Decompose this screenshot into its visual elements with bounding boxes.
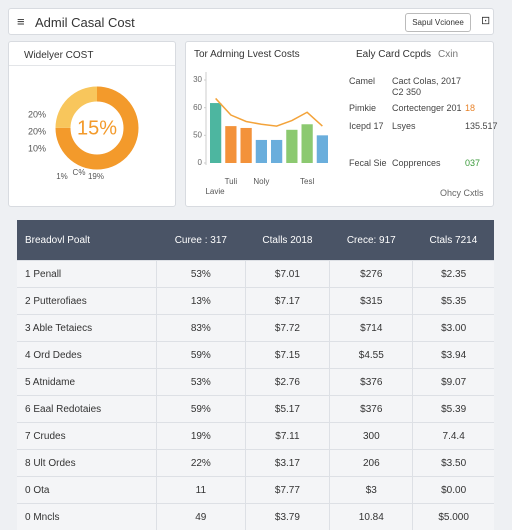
header-cell: Crece: 917 — [330, 220, 413, 261]
table-cell: $4.55 — [330, 342, 413, 369]
table-cell: 53% — [157, 369, 245, 396]
table-cell: 53% — [157, 261, 245, 288]
x-tick-label: Tuli — [225, 177, 238, 186]
header-cell: Breadovl Poalt — [17, 220, 157, 261]
bar — [225, 126, 236, 163]
x-tick-label: Noly — [253, 177, 269, 186]
table-cell: 11 — [157, 477, 245, 504]
table-cell: $0.00 — [413, 477, 494, 504]
table-cell: 7.4.4 — [413, 423, 494, 450]
header-cell: Curee : 317 — [157, 220, 245, 261]
table-cell: 83% — [157, 315, 245, 342]
table-cell: $9.07 — [413, 369, 494, 396]
table-cell: 22% — [157, 450, 245, 477]
y-tick-label: 60 — [193, 103, 202, 112]
table-cell: 13% — [157, 288, 245, 315]
table-cell: $3.94 — [413, 342, 494, 369]
table-cell: 206 — [330, 450, 413, 477]
table-cell: $276 — [330, 261, 413, 288]
table-cell: $315 — [330, 288, 413, 315]
table-cell: $5.39 — [413, 396, 494, 423]
table-cell: $7.77 — [245, 477, 330, 504]
header-cell: Ctalls 2018 — [245, 220, 330, 261]
table-cell: 8 Ult Ordes — [17, 450, 157, 477]
table-cell: 49 — [157, 504, 245, 530]
table-cell: $376 — [330, 396, 413, 423]
donut-label: C% — [73, 168, 86, 177]
header-cell: Ctals 7214 — [413, 220, 494, 261]
table-cell: $7.15 — [245, 342, 330, 369]
x-axis-label: Lavie — [205, 187, 225, 196]
table-cell: $3.79 — [245, 504, 330, 530]
donut-center-label: 15% — [77, 117, 117, 139]
table-cell: 19% — [157, 423, 245, 450]
table-cell: 5 Atnidame — [17, 369, 157, 396]
table-cell: $714 — [330, 315, 413, 342]
line — [216, 98, 323, 126]
page: ≡ Admil Casal Cost Sapul Vcionee ⊡ Widel… — [0, 0, 512, 512]
table-cell: $3.17 — [245, 450, 330, 477]
table-cell: 10.84 — [330, 504, 413, 530]
table-cell: 0 Mncls — [17, 504, 157, 530]
table-cell: $3.50 — [413, 450, 494, 477]
donut-label: 20% — [28, 109, 46, 119]
table-cell: 300 — [330, 423, 413, 450]
table-cell: 59% — [157, 342, 245, 369]
y-tick-label: 0 — [198, 158, 203, 167]
table-cell: $2.76 — [245, 369, 330, 396]
table-cell: 0 Ota — [17, 477, 157, 504]
table-cell: $5.000 — [413, 504, 494, 530]
bar — [210, 103, 221, 163]
bar — [241, 128, 252, 163]
bar — [302, 124, 313, 163]
table-cell: 59% — [157, 396, 245, 423]
table-cell: $3 — [330, 477, 413, 504]
table-cell: $5.17 — [245, 396, 330, 423]
donut-label: 19% — [88, 172, 104, 181]
table-cell: $7.17 — [245, 288, 330, 315]
table-cell: $3.00 — [413, 315, 494, 342]
table-cell: $7.72 — [245, 315, 330, 342]
table-cell: 3 Able Tetaiecs — [17, 315, 157, 342]
bar — [271, 140, 282, 163]
table-cell: $376 — [330, 369, 413, 396]
x-tick-label: Tesl — [300, 177, 314, 186]
table-cell: 2 Putterofiaes — [17, 288, 157, 315]
donut-label: 1% — [56, 172, 68, 181]
table-cell: 1 Penall — [17, 261, 157, 288]
bar — [256, 140, 267, 163]
table-cell: 7 Crudes — [17, 423, 157, 450]
table-cell: $7.11 — [245, 423, 330, 450]
y-tick-label: 30 — [193, 75, 202, 84]
table-cell: $7.01 — [245, 261, 330, 288]
bar — [317, 135, 328, 163]
bar — [286, 130, 297, 163]
donut-label: 20% — [28, 126, 46, 136]
y-tick-label: 50 — [193, 130, 202, 139]
donut-label: 10% — [28, 143, 46, 153]
table-cell: 4 Ord Dedes — [17, 342, 157, 369]
table-cell: $2.35 — [413, 261, 494, 288]
table-cell: 6 Eaal Redotaies — [17, 396, 157, 423]
table-cell: $5.35 — [413, 288, 494, 315]
